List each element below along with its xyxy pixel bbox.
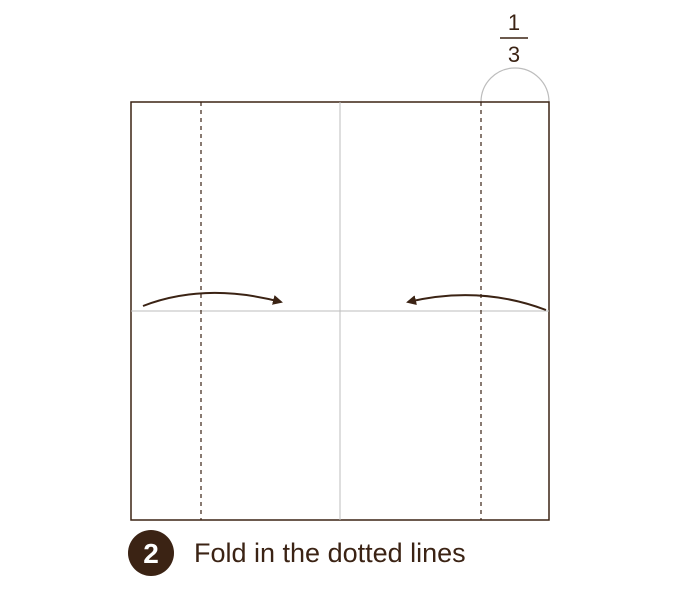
fraction-measure-arc xyxy=(480,67,550,103)
left-fold-arrow xyxy=(142,291,283,307)
step-instruction: Fold in the dotted lines xyxy=(194,538,466,568)
right-fold-arrow xyxy=(406,294,547,311)
step-caption: 2 Fold in the dotted lines xyxy=(128,530,466,576)
fraction-denominator: 3 xyxy=(508,42,520,67)
step-number: 2 xyxy=(143,538,159,569)
step-number-badge xyxy=(128,530,174,576)
fraction-label: 1 3 xyxy=(500,10,528,67)
fraction-numerator: 1 xyxy=(508,10,520,35)
